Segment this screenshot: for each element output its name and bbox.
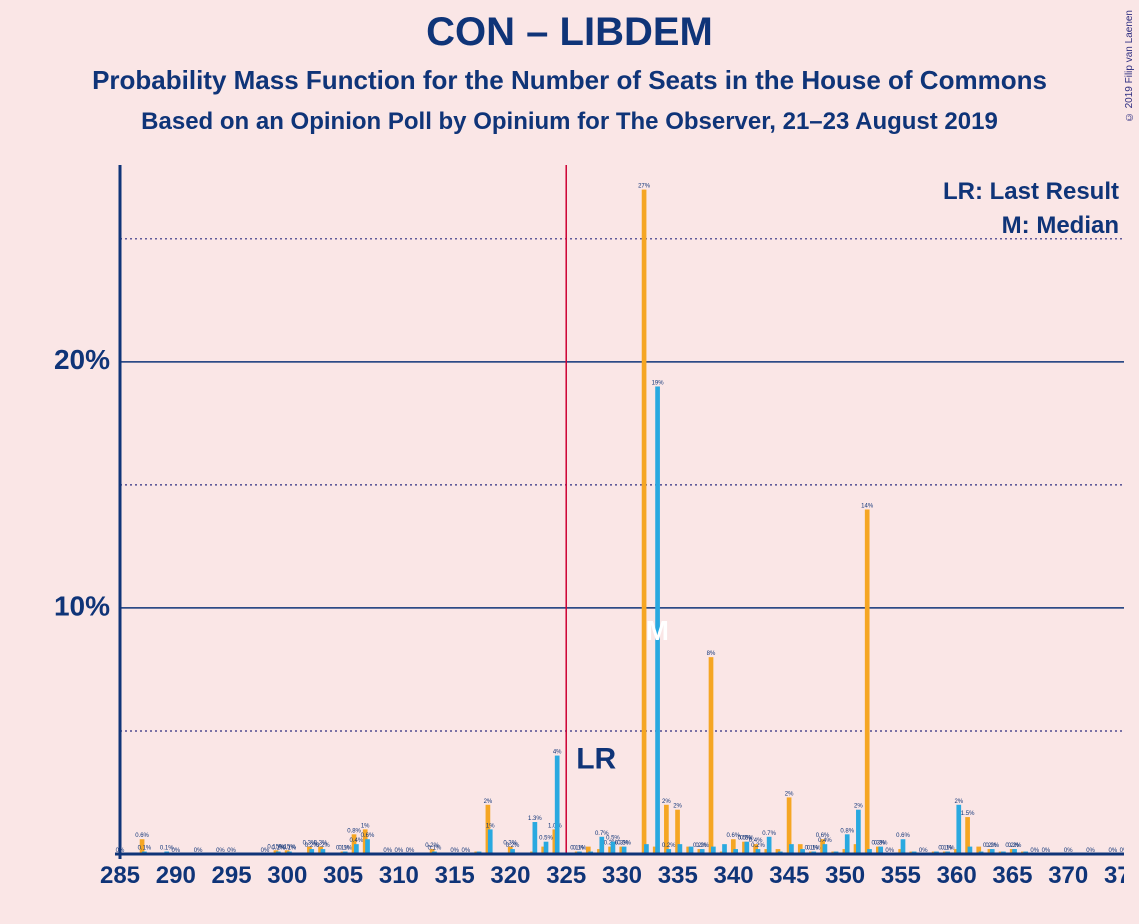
copyright: © 2019 Filip van Laenen [1124,10,1135,122]
svg-text:0.2%: 0.2% [1008,843,1022,849]
svg-text:2%: 2% [854,804,863,810]
svg-text:1%: 1% [361,823,370,829]
svg-text:0.6%: 0.6% [361,833,375,839]
svg-text:0.3%: 0.3% [874,841,888,847]
svg-text:0.1%: 0.1% [283,846,297,852]
svg-text:0.2%: 0.2% [506,843,520,849]
svg-text:1.5%: 1.5% [961,811,975,817]
svg-text:310: 310 [379,862,419,889]
svg-text:8%: 8% [707,651,716,657]
svg-text:0.2%: 0.2% [662,843,676,849]
svg-text:2%: 2% [673,804,682,810]
svg-text:27%: 27% [638,184,651,190]
svg-text:365: 365 [992,862,1032,889]
svg-text:305: 305 [323,862,363,889]
subtitle2: Based on an Opinion Poll by Opinium for … [0,108,1139,136]
svg-text:0.8%: 0.8% [840,828,854,834]
svg-text:0.1%: 0.1% [807,846,821,852]
svg-text:0.4%: 0.4% [818,838,832,844]
svg-text:LR: LR [576,742,616,775]
svg-text:0.1%: 0.1% [428,846,442,852]
svg-text:2%: 2% [954,799,963,805]
svg-text:2%: 2% [785,791,794,797]
svg-text:360: 360 [937,862,977,889]
svg-text:2%: 2% [662,799,671,805]
svg-text:14%: 14% [861,504,874,510]
svg-text:0.7%: 0.7% [762,831,776,837]
svg-text:0.6%: 0.6% [135,833,149,839]
svg-text:330: 330 [602,862,642,889]
svg-text:1.3%: 1.3% [528,816,542,822]
subtitle: Probability Mass Function for the Number… [0,65,1139,96]
svg-text:0.1%: 0.1% [573,846,587,852]
plot-svg: 10%20%0%0.6%0.1%0.1%0%0%0%0%0%0.15%0.1%0… [40,165,1124,899]
svg-text:315: 315 [435,862,475,889]
svg-text:0.2%: 0.2% [695,843,709,849]
chart-page: CON – LIBDEM Probability Mass Function f… [0,0,1139,924]
svg-text:0.1%: 0.1% [338,846,352,852]
svg-text:300: 300 [267,862,307,889]
svg-text:320: 320 [490,862,530,889]
svg-text:290: 290 [156,862,196,889]
svg-text:10%: 10% [54,590,110,621]
svg-text:340: 340 [714,862,754,889]
plot-area: 10%20%0%0.6%0.1%0.1%0%0%0%0%0%0.15%0.1%0… [40,165,1124,899]
svg-text:M: M [646,615,669,646]
svg-text:0.5%: 0.5% [539,836,553,842]
svg-text:285: 285 [100,862,140,889]
svg-text:295: 295 [212,862,252,889]
title: CON – LIBDEM [0,10,1139,55]
svg-text:1%: 1% [486,823,495,829]
svg-text:350: 350 [825,862,865,889]
svg-text:375: 375 [1104,862,1124,889]
svg-text:4%: 4% [553,750,562,756]
svg-text:2%: 2% [484,799,493,805]
svg-text:0.8%: 0.8% [347,828,361,834]
svg-text:0.2%: 0.2% [316,843,330,849]
svg-text:0.1%: 0.1% [941,846,955,852]
svg-text:325: 325 [546,862,586,889]
svg-text:355: 355 [881,862,921,889]
svg-text:19%: 19% [652,380,665,386]
svg-text:370: 370 [1048,862,1088,889]
svg-text:0.2%: 0.2% [751,843,765,849]
svg-text:345: 345 [769,862,809,889]
svg-text:0.6%: 0.6% [896,833,910,839]
svg-text:20%: 20% [54,344,110,375]
svg-text:0.3%: 0.3% [617,841,631,847]
titles: CON – LIBDEM Probability Mass Function f… [0,10,1139,136]
svg-text:0.2%: 0.2% [985,843,999,849]
svg-text:0.1%: 0.1% [138,846,152,852]
svg-text:335: 335 [658,862,698,889]
